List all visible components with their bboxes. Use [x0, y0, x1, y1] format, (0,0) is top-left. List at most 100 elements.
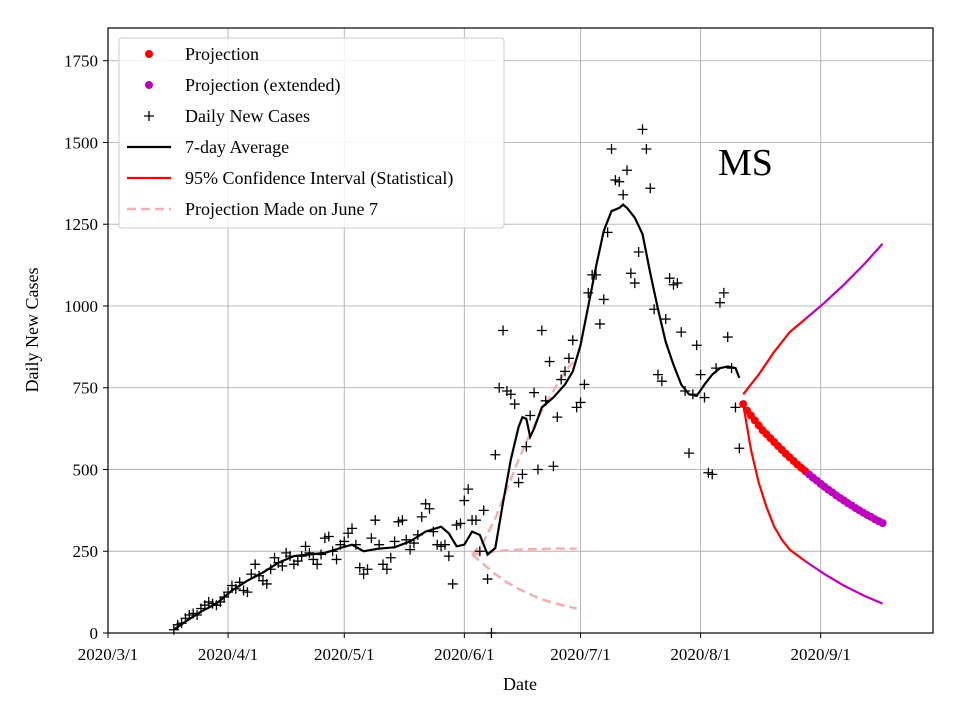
daily-case-point	[529, 387, 540, 398]
legend-swatch	[145, 81, 153, 89]
daily-case-point	[478, 505, 489, 516]
daily-case-point	[606, 144, 617, 154]
ci-upper-line-extended	[804, 243, 884, 320]
daily-case-point	[544, 356, 555, 367]
state-annotation: MS	[718, 142, 773, 184]
daily-case-point	[455, 518, 466, 529]
daily-case-point	[594, 318, 605, 329]
legend-box	[118, 37, 505, 229]
daily-case-point	[304, 547, 315, 558]
legend-label: 95% Confidence Interval (Statistical)	[185, 168, 453, 189]
daily-case-point	[405, 544, 416, 555]
daily-case-point	[575, 397, 586, 408]
daily-case-point	[676, 327, 687, 338]
daily-case-point	[656, 376, 667, 387]
y-tick-label: 0	[90, 624, 99, 643]
y-axis-ticks: 0 250 500 750 1000 1250 1500 1750	[64, 52, 108, 643]
daily-case-point	[385, 552, 396, 563]
plot-area	[168, 124, 887, 638]
daily-case-point	[556, 374, 567, 385]
grid-lines	[107, 28, 933, 634]
daily-case-point	[637, 124, 648, 135]
daily-case-point	[277, 560, 288, 571]
projection-extended-point	[878, 519, 887, 528]
daily-case-point	[552, 412, 563, 423]
daily-case-point	[563, 353, 574, 364]
daily-case-point	[513, 477, 524, 488]
daily-case-point	[622, 165, 633, 176]
y-tick-label: 500	[73, 460, 99, 479]
legend-label: Daily New Cases	[185, 106, 310, 126]
x-axis-ticks: 2020/3/1 2020/4/1 2020/5/1 2020/6/1 2020/7/1…	[78, 633, 851, 664]
daily-case-point	[641, 144, 652, 154]
daily-case-point	[691, 340, 702, 351]
legend-swatch	[145, 50, 153, 58]
daily-case-point	[734, 443, 745, 454]
x-tick-label: 2020/4/1	[198, 645, 258, 664]
x-tick-label: 2020/3/1	[78, 645, 138, 664]
daily-case-point	[470, 515, 481, 526]
legend-label: Projection (extended)	[185, 75, 340, 96]
daily-case-point	[474, 546, 485, 557]
x-tick-label: 2020/9/1	[790, 645, 850, 664]
daily-case-point	[370, 515, 381, 526]
daily-case-point	[261, 578, 272, 589]
daily-case-point	[366, 533, 377, 544]
daily-case-point	[490, 449, 501, 460]
daily-case-point	[672, 278, 683, 289]
x-tick-label: 2020/7/1	[550, 645, 610, 664]
daily-case-point	[629, 278, 640, 289]
projection-point	[739, 400, 748, 409]
daily-case-point	[536, 325, 547, 336]
ci-upper-line-statistical	[742, 318, 806, 395]
daily-case-point	[331, 554, 342, 565]
daily-case-point	[439, 539, 450, 550]
plot-frame	[107, 27, 934, 634]
daily-case-point	[447, 578, 458, 589]
daily-case-point	[548, 461, 559, 472]
x-axis-title: Date	[503, 674, 537, 694]
daily-case-point	[459, 495, 470, 506]
daily-case-point	[389, 536, 400, 547]
legend-label: Projection Made on June 7	[185, 199, 378, 219]
daily-case-point	[618, 189, 629, 200]
daily-case-point	[683, 448, 694, 459]
legend-label: Projection	[185, 44, 259, 64]
daily-case-point	[525, 410, 536, 421]
daily-case-point	[699, 392, 710, 403]
daily-case-point	[312, 559, 323, 570]
daily-case-point	[494, 382, 505, 393]
x-tick-label: 2020/5/1	[314, 645, 374, 664]
daily-case-point	[505, 389, 516, 400]
y-tick-label: 1250	[64, 215, 98, 234]
daily-case-point	[424, 503, 435, 514]
legend-swatch	[144, 111, 154, 121]
daily-case-point	[567, 335, 578, 346]
daily-case-point	[718, 287, 729, 298]
y-tick-label: 750	[73, 379, 99, 398]
daily-case-point	[645, 183, 656, 194]
daily-case-point	[714, 297, 725, 308]
legend-label: 7-day Average	[185, 137, 289, 157]
daily-case-point	[463, 484, 474, 495]
daily-case-point	[695, 369, 706, 380]
daily-case-point	[242, 587, 253, 598]
daily-case-point	[722, 332, 733, 343]
daily-case-point	[579, 379, 590, 390]
ci-lower-line-extended	[804, 560, 884, 605]
daily-case-point	[730, 402, 741, 413]
daily-case-point	[625, 268, 636, 279]
daily-case-point	[517, 469, 528, 480]
y-tick-label: 250	[73, 542, 99, 561]
daily-case-point	[381, 564, 392, 575]
x-tick-label: 2020/8/1	[670, 645, 730, 664]
daily-case-point	[664, 273, 675, 284]
daily-case-point	[498, 325, 509, 336]
y-tick-label: 1750	[64, 52, 98, 71]
daily-case-point	[707, 469, 718, 480]
ci-lower-line-statistical	[742, 403, 806, 562]
daily-case-point	[300, 541, 311, 552]
daily-case-point	[354, 562, 365, 573]
y-tick-label: 1000	[64, 297, 98, 316]
daily-case-point	[660, 314, 671, 325]
